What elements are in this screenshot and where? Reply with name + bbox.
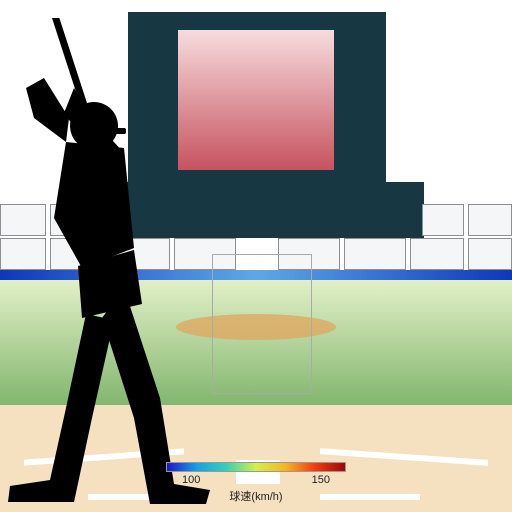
legend-tick-min: 100 [182, 474, 200, 486]
pitch-chart-canvas: 100 150 球速(km/h) [0, 0, 512, 512]
legend-ticks: 100 150 [166, 474, 346, 486]
legend-tick-max: 150 [312, 474, 330, 486]
legend-colorbar [166, 462, 346, 472]
legend-axis-label: 球速(km/h) [166, 488, 346, 504]
speed-legend: 100 150 球速(km/h) [166, 462, 346, 504]
batter-silhouette [0, 18, 234, 506]
